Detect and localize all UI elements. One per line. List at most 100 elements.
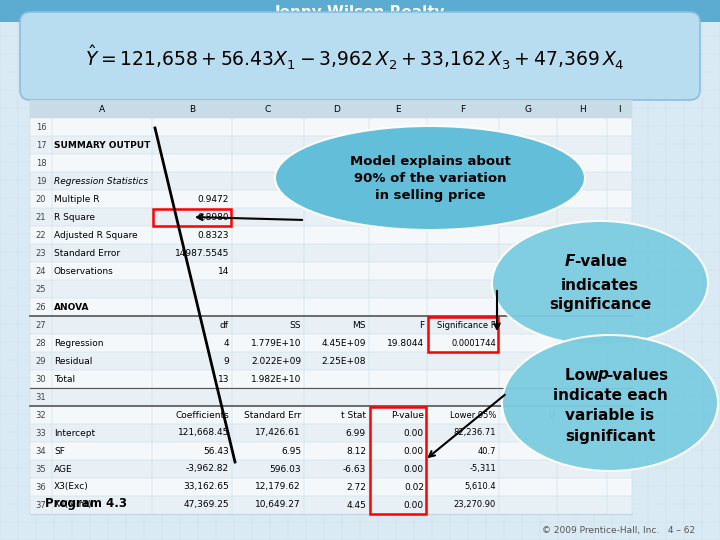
Text: I: I (618, 105, 621, 113)
Text: U: U (548, 410, 554, 420)
Text: -values: -values (606, 368, 668, 382)
Text: 47,369.25: 47,369.25 (184, 501, 229, 510)
Text: 23: 23 (36, 248, 46, 258)
Text: 20: 20 (36, 194, 46, 204)
Text: 0.9472: 0.9472 (197, 194, 229, 204)
Text: 29: 29 (36, 356, 46, 366)
Text: SUMMARY OUTPUT: SUMMARY OUTPUT (54, 140, 150, 150)
Text: 4: 4 (223, 339, 229, 348)
Text: E: E (395, 105, 401, 113)
Text: Observations: Observations (54, 267, 114, 275)
Text: AGE: AGE (54, 464, 73, 474)
Text: 16: 16 (36, 123, 46, 132)
FancyBboxPatch shape (30, 100, 632, 514)
Text: Jenny Wilson Realty: Jenny Wilson Realty (275, 4, 445, 19)
Text: Lower 95%: Lower 95% (449, 410, 496, 420)
Text: 22: 22 (36, 231, 46, 240)
Text: Residual: Residual (54, 356, 92, 366)
Text: Model explains about
90% of the variation
in selling price: Model explains about 90% of the variatio… (350, 154, 510, 201)
Text: 31: 31 (36, 393, 46, 402)
Text: significant: significant (565, 429, 655, 443)
Text: df: df (220, 321, 229, 329)
Text: B: B (189, 105, 195, 113)
Text: 24: 24 (36, 267, 46, 275)
Text: 121,668.45: 121,668.45 (178, 429, 229, 437)
Text: 17: 17 (36, 140, 46, 150)
Text: 30: 30 (36, 375, 46, 383)
Text: 34: 34 (36, 447, 46, 456)
Text: 33: 33 (35, 429, 46, 437)
FancyBboxPatch shape (30, 280, 632, 298)
Text: X3(Exc): X3(Exc) (54, 483, 89, 491)
Text: 4.45E+09: 4.45E+09 (322, 339, 366, 348)
Text: F: F (565, 253, 575, 268)
Text: t Stat: t Stat (341, 410, 366, 420)
Text: 26: 26 (36, 302, 46, 312)
Ellipse shape (275, 126, 585, 230)
Text: 33,162.65: 33,162.65 (184, 483, 229, 491)
Text: 13: 13 (217, 375, 229, 383)
Text: 1.779E+10: 1.779E+10 (251, 339, 301, 348)
FancyBboxPatch shape (30, 136, 632, 154)
Text: 4.45: 4.45 (346, 501, 366, 510)
Text: indicate each: indicate each (552, 388, 667, 403)
Text: 6.99: 6.99 (346, 429, 366, 437)
Text: P-value: P-value (391, 410, 424, 420)
Text: 0.00: 0.00 (404, 447, 424, 456)
Text: 1.982E+10: 1.982E+10 (251, 375, 301, 383)
FancyBboxPatch shape (30, 316, 632, 334)
Text: Significance F: Significance F (437, 321, 496, 329)
FancyBboxPatch shape (0, 0, 720, 22)
Text: -3,962.82: -3,962.82 (186, 464, 229, 474)
FancyBboxPatch shape (30, 424, 632, 442)
FancyBboxPatch shape (30, 388, 632, 406)
Text: A: A (99, 105, 105, 113)
Text: Multiple R: Multiple R (54, 194, 99, 204)
Text: Coefficients: Coefficients (175, 410, 229, 420)
FancyBboxPatch shape (30, 496, 632, 514)
Text: 0.8323: 0.8323 (197, 231, 229, 240)
Text: 8.12: 8.12 (346, 447, 366, 456)
Text: 17,426.61: 17,426.61 (256, 429, 301, 437)
FancyBboxPatch shape (30, 460, 632, 478)
Text: Intercept: Intercept (54, 429, 95, 437)
Text: variable is: variable is (565, 408, 654, 423)
Text: G: G (524, 105, 531, 113)
Text: 19.8044: 19.8044 (387, 339, 424, 348)
Text: -6.63: -6.63 (343, 464, 366, 474)
FancyBboxPatch shape (20, 12, 700, 100)
Text: 596.03: 596.03 (269, 464, 301, 474)
Text: C: C (265, 105, 271, 113)
FancyBboxPatch shape (30, 244, 632, 262)
Text: 5,610.4: 5,610.4 (464, 483, 496, 491)
Text: Regression Statistics: Regression Statistics (54, 177, 148, 186)
Text: 23,270.90: 23,270.90 (454, 501, 496, 510)
Text: R Square: R Square (54, 213, 95, 221)
Text: 0.00: 0.00 (404, 501, 424, 510)
Text: 36: 36 (35, 483, 46, 491)
Text: SF: SF (54, 447, 65, 456)
Text: MS: MS (353, 321, 366, 329)
Text: -5,311: -5,311 (469, 464, 496, 474)
Text: X4(Mint): X4(Mint) (54, 501, 92, 510)
Text: 9: 9 (223, 356, 229, 366)
Text: 12,179.62: 12,179.62 (256, 483, 301, 491)
FancyBboxPatch shape (30, 172, 632, 190)
Text: Total: Total (54, 375, 75, 383)
Text: 14987.5545: 14987.5545 (175, 248, 229, 258)
Text: 0.02: 0.02 (404, 483, 424, 491)
Text: 0.00: 0.00 (404, 464, 424, 474)
Text: SS: SS (289, 321, 301, 329)
Text: © 2009 Prentice-Hall, Inc.   4 – 62: © 2009 Prentice-Hall, Inc. 4 – 62 (542, 525, 695, 535)
Text: 14: 14 (217, 267, 229, 275)
Text: 0.0001744: 0.0001744 (451, 339, 496, 348)
Text: 25: 25 (36, 285, 46, 294)
Text: 35: 35 (36, 464, 46, 474)
Ellipse shape (502, 335, 718, 471)
Text: 28: 28 (36, 339, 46, 348)
Text: F: F (460, 105, 466, 113)
Text: Low: Low (565, 368, 604, 382)
Text: -value: -value (574, 253, 627, 268)
Text: Standard Error: Standard Error (54, 248, 120, 258)
Text: 18: 18 (36, 159, 46, 167)
